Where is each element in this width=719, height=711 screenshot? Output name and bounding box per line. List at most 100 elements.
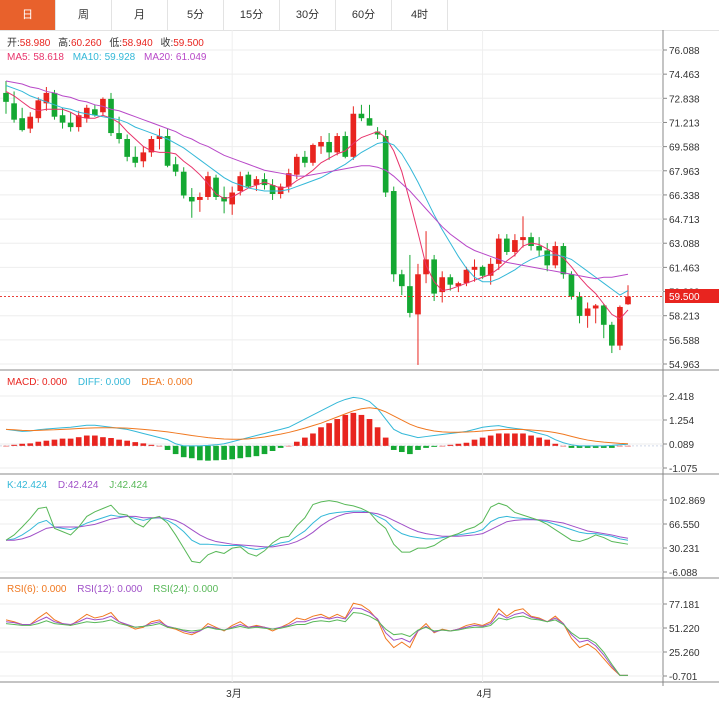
candle-body-61 [495,238,502,264]
candle-body-49 [398,274,405,287]
high-label: 高: [58,36,71,49]
d-line [6,511,629,548]
candle-body-71 [576,296,583,316]
candle-body-65 [528,237,534,247]
candle-body-73 [592,305,599,309]
macd-panel [0,396,663,461]
macd-bar-68 [552,443,559,446]
tab-4[interactable]: 15分 [224,0,280,30]
candle-body-39 [318,141,324,147]
price-tick-label-1: 74.463 [669,70,700,81]
low-label: 低: [109,36,122,49]
rsi6-value: RSI(6): 0.000 [7,584,67,595]
open-value: 58.980 [20,38,51,49]
macd-bar-42 [342,414,349,446]
macd-bar-75 [609,445,615,448]
macd-bar-35 [285,445,292,447]
dea-line [5,407,629,445]
tab-0[interactable]: 日 [0,0,56,30]
candle-body-69 [560,246,567,275]
tab-2[interactable]: 月 [112,0,168,30]
tab-3[interactable]: 5分 [168,0,224,30]
low-value: 58.940 [122,38,153,49]
macd-bar-77 [625,445,631,447]
macd-bar-4 [35,441,42,446]
macd-bar-28 [229,445,236,460]
macd-bar-58 [471,439,478,446]
d-value: D:42.424 [58,480,99,491]
macd-bar-25 [205,445,211,461]
price-tick-label-5: 67.963 [669,167,700,178]
candle-body-3 [27,116,34,129]
candle-body-72 [584,308,591,316]
macd-bar-5 [43,440,50,446]
dea-value: DEA: 0.000 [141,377,193,388]
candle-body-24 [197,196,203,200]
candle-body-37 [302,156,308,163]
macd-bar-15 [124,440,130,446]
candle-body-75 [609,324,615,346]
macd-bar-30 [245,445,252,458]
rsi24-line [5,611,628,676]
macd-bar-72 [584,445,591,448]
macd-bar-27 [221,445,227,460]
candle-body-76 [617,306,623,346]
candle-body-10 [83,107,90,119]
ma20-line [5,80,629,280]
candle-body-13 [108,98,114,134]
current-price-label: 59.500 [669,292,700,303]
candle-body-19 [156,136,163,140]
candle-body-17 [140,152,147,162]
candle-body-1 [11,103,17,120]
macd-tick-label-1: 1.254 [669,416,694,427]
macd-bar-45 [366,419,373,446]
macd-bar-26 [213,445,219,461]
candle-body-51 [415,274,421,315]
macd-bar-43 [350,412,357,446]
macd-bar-2 [19,443,25,446]
diff-value: DIFF: 0.000 [78,377,131,388]
candle-body-47 [382,136,389,193]
candle-body-30 [245,174,252,187]
tab-1[interactable]: 周 [56,0,112,30]
period-tabs: 日周月 5分 15分 30分 60分 4时 [0,0,719,31]
candle-body-29 [237,176,244,192]
macd-bar-16 [132,442,139,446]
rsi12-line [5,607,628,676]
open-label: 开: [7,38,20,49]
macd-bar-40 [326,423,332,446]
price-tick-label-2: 72.838 [669,94,700,105]
candle-body-25 [205,176,211,197]
macd-bar-57 [463,442,470,446]
candle-body-4 [35,100,42,119]
macd-bar-33 [269,445,276,451]
candle-body-2 [19,118,25,131]
macd-bar-14 [116,439,122,446]
candle-body-11 [92,109,98,116]
price-tick-label-4: 69.588 [669,143,700,154]
candle-body-16 [132,156,139,163]
candle-body-52 [423,259,429,275]
ma20-label: MA20: [144,52,173,63]
macd-tick-label-0: 2.418 [669,392,694,403]
macd-bar-76 [617,445,623,447]
rsi-header: RSI(6): 0.000 RSI(12): 0.000 RSI(24): 0.… [7,584,219,595]
current-price-tag [665,289,719,303]
price-tick-label-11: 58.213 [669,312,700,323]
tab-5[interactable]: 30分 [280,0,336,30]
tab-6[interactable]: 60分 [336,0,392,30]
rsi-tick-label-0: 77.181 [669,600,700,611]
candle-body-20 [164,136,171,166]
macd-bar-54 [439,445,446,447]
candle-body-0 [3,92,9,102]
close-value: 59.500 [173,38,204,49]
candle-body-54 [439,277,446,293]
kdj-header: K:42.424 D:42.424 J:42.424 [7,480,148,491]
ma5-value: 58.618 [33,52,64,63]
candle-body-14 [116,133,122,140]
rsi24-value: RSI(24): 0.000 [153,584,218,595]
candle-body-36 [293,156,300,175]
tab-7[interactable]: 4时 [392,0,448,30]
candle-body-46 [374,131,381,135]
candle-body-48 [390,191,397,275]
